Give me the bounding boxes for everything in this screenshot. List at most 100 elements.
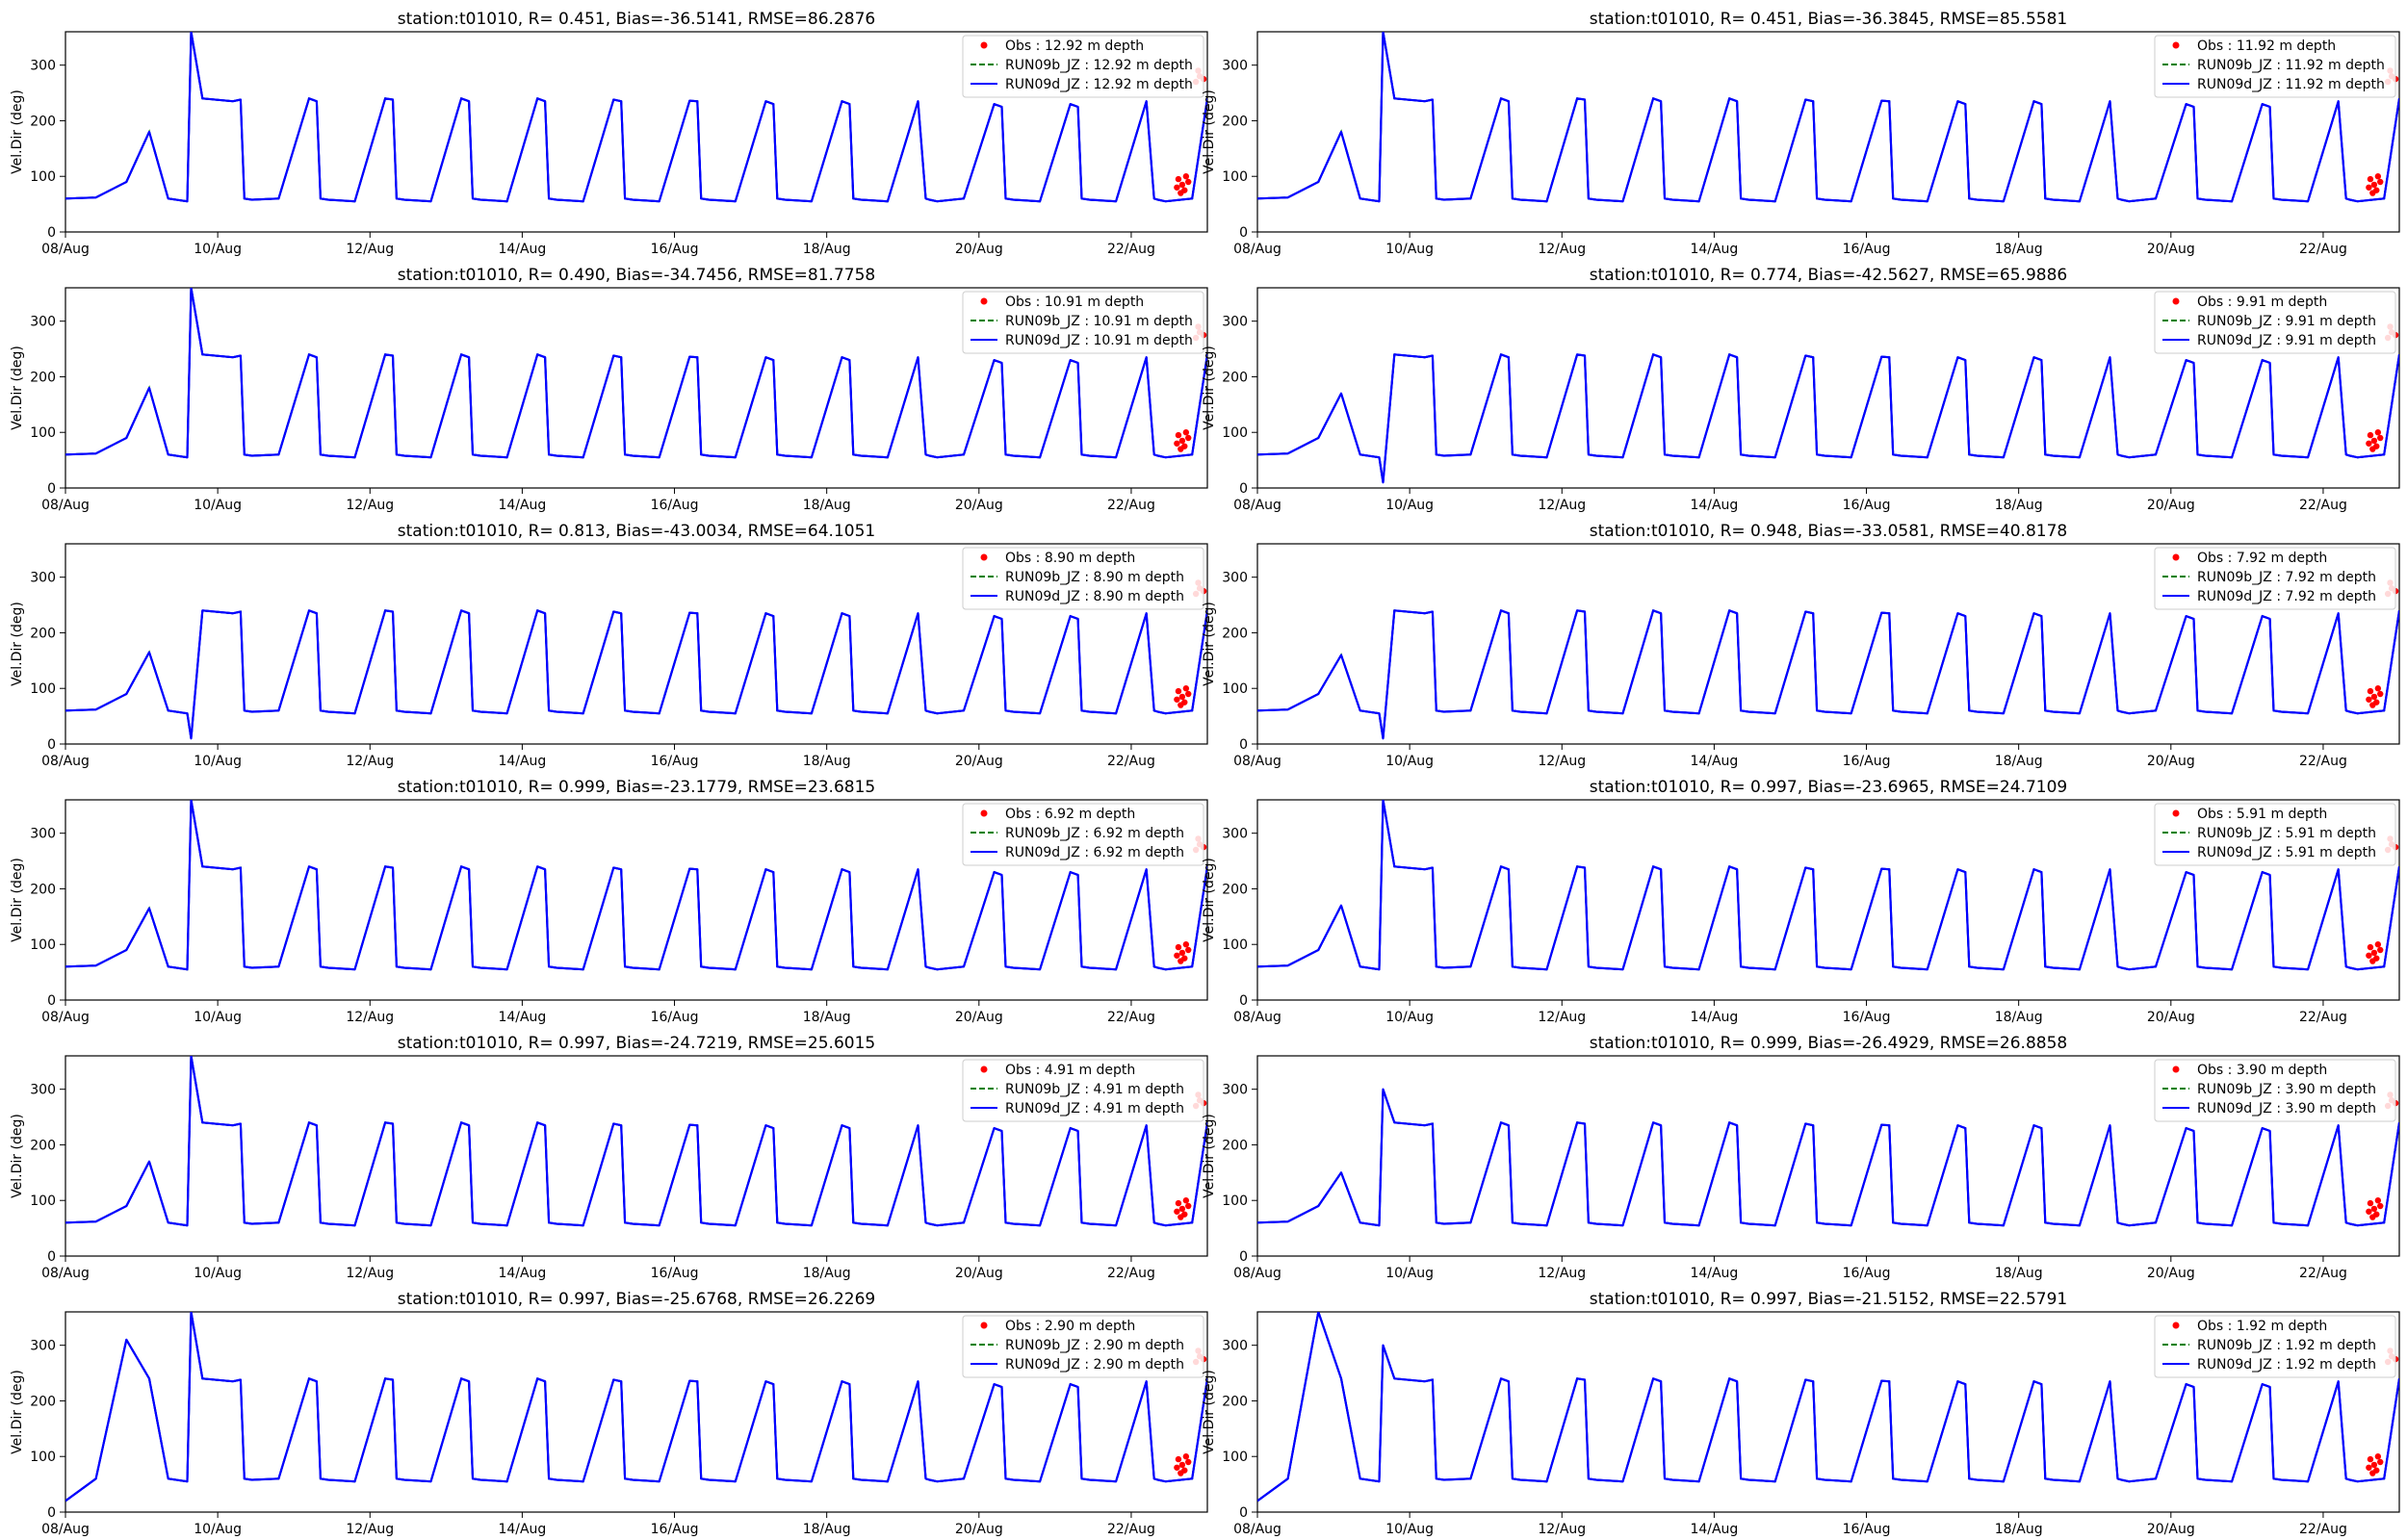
obs-point	[2377, 690, 2384, 698]
obs-point	[2367, 1199, 2374, 1207]
legend-label: RUN09b_JZ : 3.90 m depth	[2197, 1082, 2376, 1097]
legend-obs-marker	[2172, 1322, 2180, 1329]
x-tick-label: 10/Aug	[194, 754, 242, 769]
x-tick-label: 14/Aug	[498, 1522, 546, 1537]
x-tick-label: 10/Aug	[194, 1010, 242, 1025]
y-tick-label: 100	[1222, 1194, 1248, 1209]
y-tick-label: 100	[30, 169, 56, 185]
x-tick-label: 12/Aug	[1538, 1522, 1586, 1537]
y-tick-label: 200	[1222, 626, 1248, 641]
x-tick-label: 18/Aug	[803, 754, 851, 769]
panel-title: station:t01010, R= 0.997, Bias=-25.6768,…	[398, 1290, 875, 1309]
x-tick-label: 14/Aug	[1690, 1266, 1738, 1281]
series-run09b-line	[1257, 608, 2399, 739]
legend-label: RUN09b_JZ : 7.92 m depth	[2197, 570, 2376, 585]
series-run09d-line-top	[65, 288, 1207, 459]
obs-point	[2373, 1467, 2380, 1474]
plot-frame	[65, 543, 1208, 745]
x-tick-label: 16/Aug	[651, 242, 699, 257]
legend-box	[962, 291, 1204, 354]
legend-label: RUN09b_JZ : 11.92 m depth	[2197, 58, 2385, 73]
y-axis-label: Vel.Dir (deg)	[10, 602, 25, 686]
x-tick-label: 10/Aug	[1385, 498, 1434, 513]
legend: Obs : 2.90 m depth RUN09b_JZ : 2.90 m dep…	[962, 1315, 1204, 1378]
series-run09b-line	[1257, 352, 2399, 483]
y-tick-label: 200	[30, 1394, 56, 1409]
obs-point	[1182, 429, 1190, 436]
legend-box	[2154, 547, 2396, 610]
chart-panel-9: station:t01010, R= 0.997, Bias=-24.7219,…	[10, 1034, 1208, 1281]
y-tick-label: 0	[47, 737, 56, 753]
chart-panel-10: station:t01010, R= 0.999, Bias=-26.4929,…	[1202, 1034, 2400, 1281]
legend-label: RUN09d_JZ : 5.91 m depth	[2197, 845, 2376, 860]
x-tick-label: 22/Aug	[1107, 498, 1155, 513]
y-tick-label: 200	[30, 1138, 56, 1153]
obs-point	[1181, 955, 1188, 962]
panel-title: station:t01010, R= 0.490, Bias=-34.7456,…	[398, 266, 875, 285]
x-tick-label: 08/Aug	[1233, 1522, 1281, 1537]
legend-box	[2154, 803, 2396, 866]
legend-label: RUN09d_JZ : 1.92 m depth	[2197, 1357, 2376, 1373]
obs-point	[1181, 187, 1188, 193]
legend-label: Obs : 5.91 m depth	[2197, 807, 2327, 822]
y-tick-label: 0	[47, 1505, 56, 1521]
obs-point	[1182, 685, 1190, 692]
obs-point	[2374, 1453, 2382, 1460]
x-tick-label: 12/Aug	[1538, 754, 1586, 769]
x-tick-label: 10/Aug	[194, 242, 242, 257]
x-tick-label: 16/Aug	[651, 1266, 699, 1281]
legend: Obs : 1.92 m depth RUN09b_JZ : 1.92 m dep…	[2154, 1315, 2396, 1378]
x-tick-label: 14/Aug	[1690, 754, 1738, 769]
obs-point	[2374, 685, 2382, 692]
y-tick-label: 200	[30, 882, 56, 897]
legend-obs-marker	[980, 1065, 988, 1073]
legend-label: RUN09d_JZ : 10.91 m depth	[1005, 333, 1193, 348]
plot-frame	[1256, 543, 2400, 745]
legend-label: RUN09d_JZ : 4.91 m depth	[1005, 1101, 1184, 1116]
y-axis-label: Vel.Dir (deg)	[1202, 90, 1217, 174]
obs-point	[1185, 1458, 1192, 1466]
y-tick-label: 100	[30, 425, 56, 441]
obs-point	[2374, 429, 2382, 436]
series-group	[65, 288, 1207, 459]
y-tick-label: 200	[1222, 1394, 1248, 1409]
y-tick-label: 100	[30, 1194, 56, 1209]
x-tick-label: 18/Aug	[1995, 1522, 2043, 1537]
y-tick-label: 200	[30, 114, 56, 129]
series-run09d-line	[1257, 609, 2399, 740]
y-axis-label: Vel.Dir (deg)	[10, 346, 25, 430]
legend: Obs : 7.92 m depth RUN09b_JZ : 7.92 m dep…	[2154, 547, 2396, 610]
x-tick-label: 12/Aug	[346, 1522, 394, 1537]
x-tick-label: 20/Aug	[955, 754, 1003, 769]
legend: Obs : 8.90 m depth RUN09b_JZ : 8.90 m dep…	[962, 547, 1204, 610]
plot-frame	[65, 1055, 1208, 1257]
obs-point	[2373, 187, 2380, 193]
y-tick-label: 0	[47, 225, 56, 241]
y-tick-label: 300	[1222, 315, 1248, 330]
obs-point	[2367, 943, 2374, 951]
obs-point	[2374, 173, 2382, 180]
legend-label: Obs : 3.90 m depth	[2197, 1063, 2327, 1078]
y-tick-label: 300	[1222, 59, 1248, 74]
y-axis-label: Vel.Dir (deg)	[10, 90, 25, 174]
series-run09d-line-top	[65, 1312, 1207, 1502]
x-tick-label: 16/Aug	[651, 1010, 699, 1025]
obs-point	[1181, 443, 1188, 449]
chart-panel-1: station:t01010, R= 0.451, Bias=-36.5141,…	[10, 10, 1208, 257]
x-tick-label: 18/Aug	[1995, 1266, 2043, 1281]
y-axis-label: Vel.Dir (deg)	[1202, 1370, 1217, 1454]
y-tick-label: 0	[47, 993, 56, 1009]
y-tick-label: 300	[30, 1083, 56, 1098]
x-tick-label: 20/Aug	[955, 1010, 1003, 1025]
y-tick-label: 300	[1222, 571, 1248, 586]
x-tick-label: 14/Aug	[498, 1010, 546, 1025]
legend-label: RUN09b_JZ : 10.91 m depth	[1005, 314, 1193, 329]
x-tick-label: 22/Aug	[2299, 242, 2347, 257]
chart-panel-4: station:t01010, R= 0.774, Bias=-42.5627,…	[1202, 266, 2400, 513]
x-tick-label: 18/Aug	[803, 242, 851, 257]
x-tick-label: 12/Aug	[346, 754, 394, 769]
x-tick-label: 08/Aug	[1233, 1266, 1281, 1281]
y-tick-label: 300	[30, 571, 56, 586]
obs-point	[2370, 1461, 2378, 1469]
obs-point	[1178, 437, 1186, 445]
